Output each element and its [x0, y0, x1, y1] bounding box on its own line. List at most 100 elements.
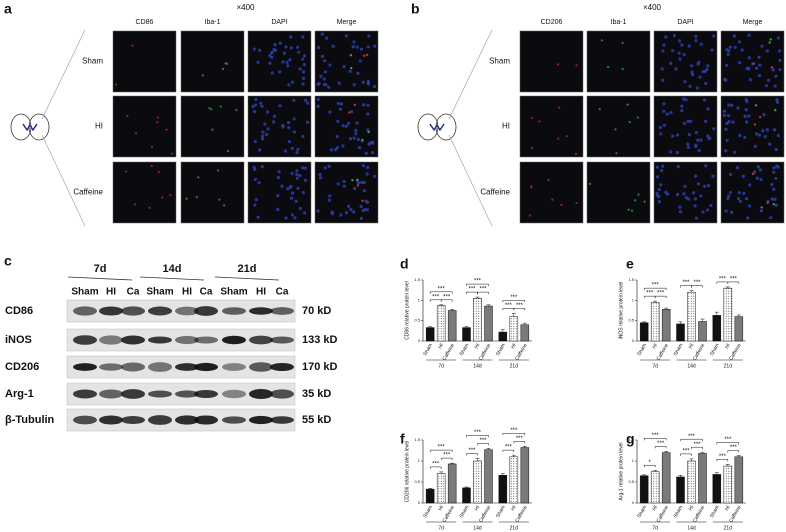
cell — [134, 132, 138, 135]
cell — [366, 103, 370, 107]
y-axis-label: iNOS relative protein level — [618, 282, 624, 340]
error-bar — [653, 300, 658, 303]
bar — [650, 471, 660, 504]
cell — [201, 74, 204, 77]
y-tick-label: 1.5 — [414, 437, 420, 442]
cell — [701, 210, 705, 214]
cell — [737, 40, 742, 44]
bar — [723, 465, 733, 504]
cell — [361, 138, 364, 142]
band — [148, 306, 172, 316]
cell — [329, 148, 333, 152]
cell — [689, 119, 693, 123]
group-label: 14d — [473, 525, 482, 531]
bar — [447, 310, 457, 342]
cell — [362, 189, 367, 193]
cell — [694, 216, 699, 220]
cell — [221, 67, 225, 71]
cell — [256, 60, 260, 64]
band — [270, 362, 294, 372]
bar — [650, 302, 660, 342]
cell — [297, 50, 301, 54]
band — [175, 363, 199, 371]
cell — [293, 216, 297, 220]
bar-label: HI — [688, 343, 696, 350]
cell — [301, 190, 306, 195]
cell — [774, 203, 778, 207]
cell — [342, 184, 346, 188]
cell — [675, 150, 680, 155]
protein-name: CD206 — [5, 361, 39, 373]
error-bar — [511, 454, 516, 457]
cell — [210, 108, 213, 111]
cell — [747, 204, 752, 208]
cell — [686, 142, 690, 146]
cell — [770, 182, 774, 187]
cell — [669, 110, 673, 115]
y-tick-label: 0 — [632, 500, 635, 505]
cell — [694, 131, 699, 135]
zoom-line — [41, 29, 86, 120]
cell — [753, 123, 757, 126]
error-bar — [500, 329, 505, 333]
cell — [733, 45, 737, 49]
cell — [636, 116, 639, 119]
cell — [302, 70, 306, 74]
cell — [690, 64, 694, 68]
cell — [317, 81, 321, 86]
y-axis-label: CD86 relative protein level — [404, 281, 410, 340]
protein-name: β-Tubulin — [5, 414, 55, 426]
cell — [776, 36, 780, 40]
cell — [341, 144, 345, 148]
cell — [225, 62, 229, 65]
protein-name: iNOS — [5, 334, 32, 346]
cell — [298, 173, 302, 178]
cell — [774, 147, 778, 152]
cell — [323, 166, 327, 170]
cell — [306, 120, 310, 124]
cell — [335, 145, 340, 150]
cell — [675, 133, 680, 137]
band — [222, 335, 246, 345]
cell — [272, 47, 276, 52]
cell — [273, 43, 277, 47]
cell — [264, 132, 269, 137]
group-label: 21d — [510, 525, 519, 531]
cell — [773, 197, 777, 201]
row-label: Caffeine — [73, 188, 103, 197]
cell — [662, 109, 666, 113]
bar — [462, 327, 471, 342]
column-label: Merge — [337, 19, 357, 26]
cell — [697, 148, 701, 153]
sig-label: *** — [719, 276, 727, 282]
cell — [295, 150, 299, 155]
cell — [258, 48, 262, 52]
cell — [725, 48, 729, 52]
cell — [634, 199, 637, 202]
cell — [658, 125, 662, 129]
cell — [664, 35, 668, 39]
micrograph — [180, 30, 245, 93]
cell — [530, 186, 533, 189]
cell — [258, 148, 262, 152]
bar — [484, 305, 493, 342]
column-label: Iba-1 — [611, 19, 627, 26]
error-bar — [475, 458, 480, 461]
row-label: Sham — [82, 57, 103, 66]
cell — [357, 146, 362, 150]
error-bar — [450, 462, 455, 464]
cell — [328, 63, 332, 67]
sig-bracket — [654, 446, 667, 449]
cell — [727, 103, 731, 107]
group-label: 21d — [724, 525, 733, 531]
cell — [290, 171, 294, 176]
cell — [156, 116, 159, 119]
cell — [671, 134, 675, 138]
cell — [695, 86, 699, 90]
sig-label: * — [648, 460, 651, 466]
bar — [734, 316, 744, 342]
sig-label: *** — [479, 438, 487, 444]
cell — [684, 196, 688, 200]
sig-bracket — [680, 453, 692, 456]
